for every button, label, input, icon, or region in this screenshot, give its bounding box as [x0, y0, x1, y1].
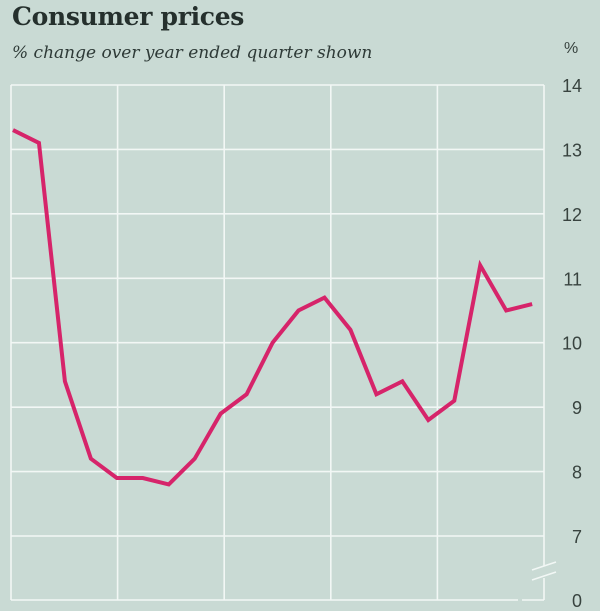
chart-subtitle: % change over year ended quarter shown: [12, 43, 373, 63]
series-line: [12, 128, 533, 487]
y-axis-unit-label: %: [564, 40, 579, 57]
y-tick-label: 11: [563, 269, 582, 289]
y-tick-label: 13: [562, 140, 582, 160]
y-tick-label: 10: [562, 334, 582, 354]
y-tick-labels: 14 13 12 11 10 9 8 7 0: [562, 76, 582, 611]
y-tick-label: 7: [572, 527, 582, 547]
y-tick-label: 9: [572, 398, 582, 418]
axis-break-mark: [531, 571, 557, 581]
axis-break-mark: [531, 561, 557, 571]
y-tick-label: 12: [562, 205, 582, 225]
axis-break: [531, 561, 557, 581]
y-tick-label: 0: [572, 591, 582, 611]
chart-title: Consumer prices: [12, 2, 245, 31]
y-tick-label: 14: [562, 76, 582, 96]
y-tick-label: 8: [572, 463, 582, 483]
grid: [10, 84, 545, 601]
series-layer: [12, 128, 533, 487]
